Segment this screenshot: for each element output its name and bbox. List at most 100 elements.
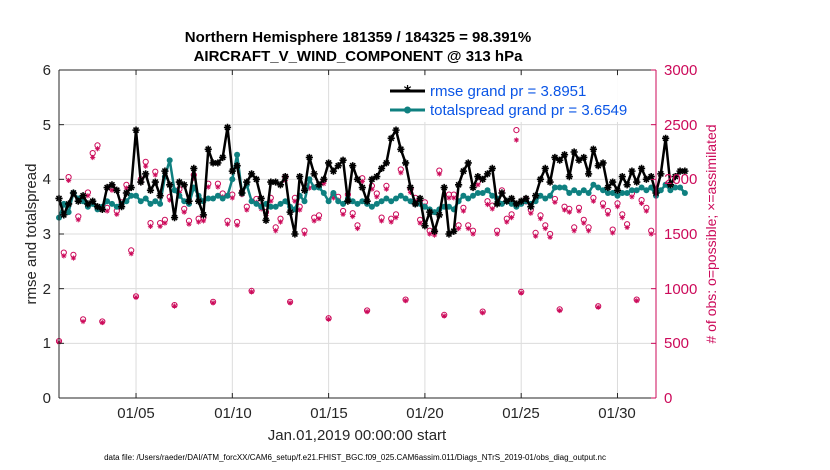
obs-assimilated-point — [552, 199, 558, 205]
totalspread-point — [542, 195, 549, 202]
rmse-point — [450, 227, 458, 235]
chart-title-line-2: AIRCRAFT_V_WIND_COMPONENT @ 313 hPa — [194, 48, 524, 65]
rmse-point — [281, 173, 289, 181]
rmse-point — [209, 159, 217, 167]
totalspread-point — [388, 198, 395, 205]
totalspread-point — [470, 192, 476, 199]
x-axis-label: Jan.01,2019 00:00:00 start — [268, 427, 447, 444]
rmse-point — [170, 214, 179, 222]
totalspread-point — [152, 198, 159, 205]
obs-assimilated-point — [566, 209, 572, 215]
rmse-point — [353, 175, 362, 183]
legend-box — [385, 76, 649, 122]
rmse-point — [286, 208, 294, 216]
rmse-point — [190, 164, 198, 172]
rmse-point — [199, 211, 208, 219]
rmse-point — [498, 189, 506, 197]
totalspread-point — [282, 198, 289, 205]
rmse-point — [430, 227, 439, 235]
obs-assimilated-point — [465, 225, 471, 232]
obs-assimilated-point — [393, 215, 399, 221]
rmse-point — [89, 197, 97, 205]
totalspread-point — [137, 198, 144, 205]
totalspread-point — [378, 198, 385, 205]
obs-assimilated-point — [234, 222, 240, 228]
obs-assimilated-point — [605, 211, 611, 217]
obs-assimilated-point — [215, 184, 221, 190]
obs-assimilated-point — [470, 231, 476, 237]
rmse-point — [175, 178, 183, 186]
obs-assimilated-point — [475, 182, 481, 188]
rmse-point — [276, 181, 285, 189]
rmse-point — [204, 145, 212, 153]
totalspread-point — [113, 203, 120, 210]
totalspread-point — [556, 184, 563, 191]
obs-assimilated-point — [80, 318, 86, 325]
rmse-point — [503, 197, 511, 205]
rmse-point — [609, 178, 617, 186]
rmse-point — [247, 170, 256, 178]
totalspread-point — [397, 192, 404, 199]
x-tick-label: 01/25 — [502, 405, 540, 422]
rmse-point — [532, 192, 540, 200]
totalspread-point — [325, 198, 332, 205]
obs-assimilated-point — [94, 146, 101, 152]
obs-assimilated-point — [205, 184, 211, 190]
rmse-point — [382, 159, 390, 167]
obs-assimilated-point — [403, 298, 409, 304]
obs-assimilated-point — [191, 175, 197, 181]
rmse-point — [238, 189, 246, 197]
rmse-point — [435, 211, 443, 219]
rmse-point — [315, 181, 323, 189]
rmse-point — [310, 170, 318, 178]
legend-spread-label: totalspread grand pr = 3.6549 — [430, 102, 627, 119]
rmse-point — [618, 173, 626, 181]
chart-title-line-1: Northern Hemisphere 181359 / 184325 = 98… — [185, 29, 531, 46]
y-tick-label: 6 — [43, 62, 51, 79]
totalspread-point — [109, 200, 115, 207]
y-right-axis-label: # of obs: o=possible; ×=assimilated — [703, 124, 719, 343]
x-tick-label: 01/15 — [310, 405, 348, 422]
obs-assimilated-point — [167, 197, 173, 203]
totalspread-point — [604, 190, 611, 196]
rmse-point — [305, 153, 313, 162]
totalspread-point — [677, 184, 684, 191]
obs-assimilated-point — [350, 213, 356, 220]
rmse-point — [103, 183, 111, 192]
totalspread-point — [133, 192, 139, 199]
rmse-point — [349, 162, 357, 170]
rmse-point — [122, 189, 131, 197]
obs-assimilated-point — [634, 298, 640, 304]
obs-assimilated-point — [378, 218, 385, 224]
rmse-point — [406, 183, 415, 192]
obs-assimilated-point — [133, 294, 139, 301]
rmse-point — [556, 156, 564, 164]
ticks — [59, 69, 656, 399]
totalspread-point — [311, 184, 318, 191]
obs-assimilated-point — [330, 195, 337, 201]
obs-assimilated-point — [147, 223, 154, 229]
obs-assimilated-point — [489, 206, 495, 212]
obs-assimilated-point — [619, 215, 625, 221]
rmse-point — [623, 181, 631, 189]
obs-assimilated-point — [61, 253, 67, 259]
rmse-point — [368, 175, 376, 183]
rmse-point — [594, 162, 602, 170]
rmse-point — [628, 167, 636, 175]
legend-spread-marker — [404, 106, 411, 114]
rmse-point — [416, 194, 424, 203]
totalspread-point — [205, 195, 212, 202]
totalspread-point — [638, 184, 645, 191]
obs-assimilated-point — [576, 208, 582, 214]
rmse-point — [546, 178, 554, 186]
y-tick-label: 5 — [43, 117, 51, 134]
rmse-point — [65, 200, 73, 208]
totalspread-point — [657, 187, 664, 194]
rmse-point — [580, 153, 588, 162]
obs-assimilated-point — [557, 307, 563, 314]
obs-assimilated-point — [287, 300, 293, 306]
obs-assimilated-point — [446, 195, 452, 201]
totalspread-point — [301, 198, 308, 205]
obs-assimilated-point — [311, 218, 317, 224]
